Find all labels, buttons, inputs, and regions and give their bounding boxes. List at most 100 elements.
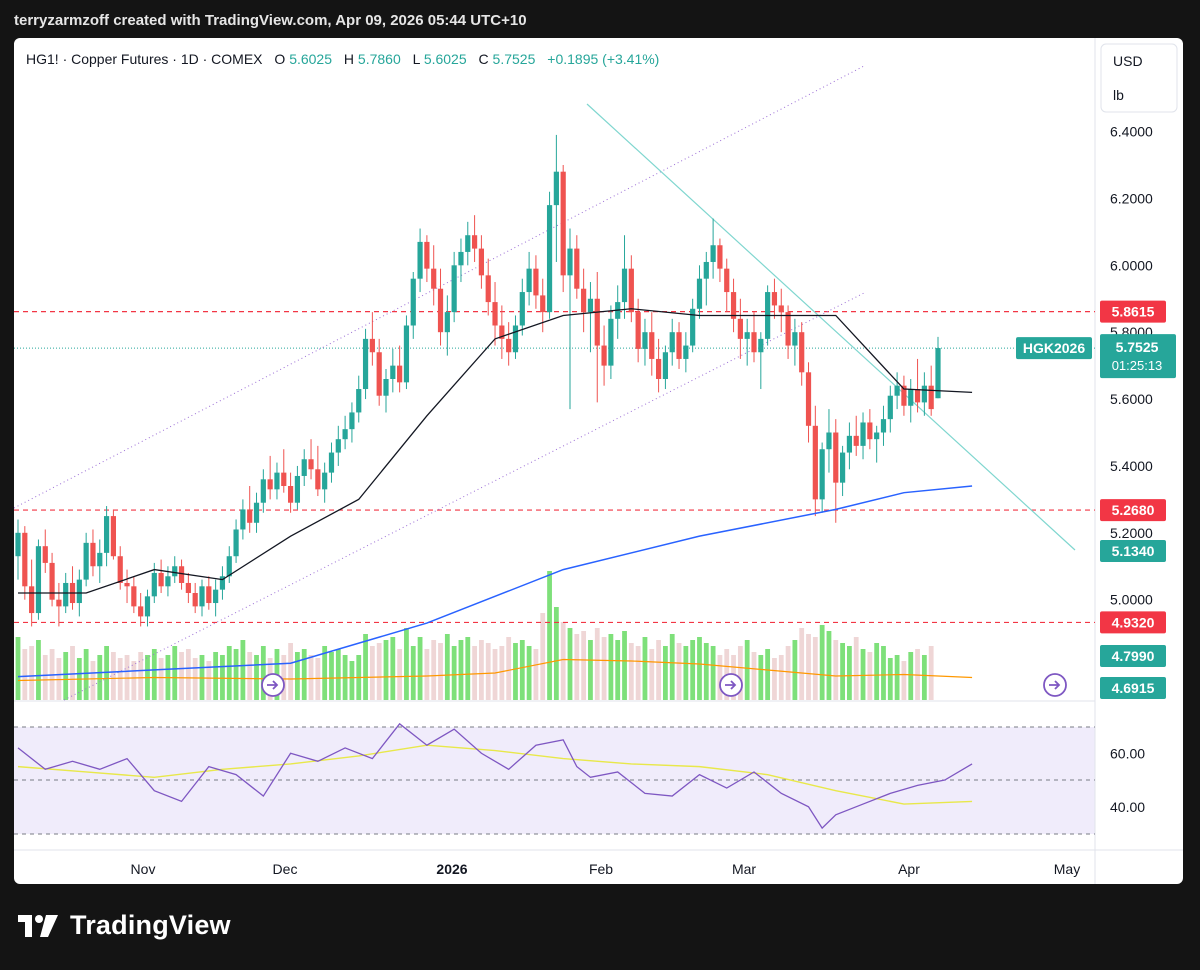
candle-body (328, 452, 335, 473)
candle-body (431, 268, 437, 289)
volume-bar (295, 652, 300, 700)
replay-icon[interactable] (1043, 673, 1067, 697)
candle-body (158, 572, 164, 587)
candle-body (97, 552, 103, 567)
candle-body (22, 532, 28, 587)
volume-bar (29, 646, 35, 700)
candle-body (90, 542, 96, 567)
volume-bar (479, 640, 484, 700)
volume-bar (63, 652, 69, 700)
volume-bar (615, 640, 621, 700)
indicator-badge: 5.1340 (1100, 540, 1166, 562)
volume-bar (322, 646, 328, 700)
volume-bar (70, 646, 75, 700)
candle-body (799, 332, 805, 373)
currency-label: USD (1113, 53, 1143, 69)
candle-body (253, 502, 260, 523)
countdown-text: 01:25:13 (1112, 358, 1163, 373)
legend-symbol: HG1! · Copper Futures · 1D · COMEX (26, 51, 263, 67)
candle-body (581, 288, 587, 313)
legend-high: 5.7860 (358, 51, 401, 67)
candle-body (49, 562, 55, 600)
candle-body (349, 412, 355, 430)
chart-frame[interactable]: HG1! · Copper Futures · 1D · COMEX O 5.6… (14, 38, 1183, 884)
volume-bar (717, 655, 723, 700)
candle-body (172, 566, 178, 577)
candle-body (260, 479, 266, 503)
candle-body (424, 241, 430, 269)
candle-body (928, 385, 934, 410)
volume-bar (335, 649, 341, 700)
candle-body (471, 235, 478, 249)
candle-body (83, 542, 89, 580)
currency-unit-box[interactable] (1100, 43, 1178, 113)
last-price-badge-bg (1100, 334, 1176, 379)
volume-bar (117, 658, 123, 700)
volume-bar (138, 652, 144, 700)
volume-bar (533, 649, 539, 700)
candle-body (826, 432, 832, 450)
replay-icon[interactable] (719, 673, 743, 697)
candle-body (362, 338, 369, 390)
candle-body (717, 245, 723, 269)
candle-body (226, 556, 232, 577)
volume-bar (663, 646, 668, 700)
last-price-badge: 5.7525 01:25:13 (1100, 334, 1176, 379)
candle-body (758, 338, 764, 353)
time-axis-label: Apr (898, 861, 920, 877)
volume-bar (806, 634, 811, 700)
level-badge: 4.9320 (1100, 611, 1166, 634)
volume-bar (240, 640, 246, 700)
candle-body (601, 345, 607, 366)
volume-bar (444, 634, 450, 700)
volume-bar (737, 646, 743, 700)
candle-body (839, 452, 846, 483)
candle-body (315, 469, 321, 490)
candle-body (192, 593, 198, 607)
level-badge-text: 5.2680 (1112, 502, 1155, 518)
candle-body (574, 248, 580, 289)
candle-body (792, 332, 798, 346)
volume-bar (233, 649, 239, 700)
legend-h-label: H (344, 51, 354, 67)
level-badge-text: 5.8615 (1112, 304, 1155, 320)
candlesticks (15, 134, 941, 627)
candle-body (131, 586, 137, 607)
candle-body (710, 245, 716, 262)
volume-bar (185, 649, 191, 700)
candle-body (880, 419, 887, 433)
replay-icon[interactable] (261, 673, 285, 697)
volume-bar (404, 628, 409, 700)
level-badge-bg (1100, 611, 1166, 634)
volume-bar (635, 646, 641, 700)
indicator-badge-text: 4.6915 (1112, 680, 1155, 696)
symbol-badge-text: HGK2026 (1023, 340, 1085, 356)
tradingview-brand: TradingView (16, 910, 231, 941)
volume-bar (499, 646, 505, 700)
candle-body (410, 278, 416, 326)
volume-bar (104, 646, 109, 700)
volume-bar (799, 628, 805, 700)
volume-bar (369, 646, 375, 700)
candle-body (594, 298, 600, 346)
candle-body (233, 529, 239, 557)
candle-body (608, 318, 614, 366)
legend-open: 5.6025 (289, 51, 332, 67)
volume-bar (703, 643, 709, 700)
time-axis-labels: Nov Dec 2026 Feb Mar Apr May (131, 861, 1081, 877)
volume-bar (397, 649, 403, 700)
volume-bar (383, 640, 389, 700)
candle-body (281, 472, 287, 486)
chart-canvas[interactable]: HG1! · Copper Futures · 1D · COMEX O 5.6… (14, 38, 1183, 884)
volume-bar (676, 643, 682, 700)
volume-bar (819, 625, 825, 700)
volume-bar (15, 637, 21, 700)
candle-body (403, 325, 410, 383)
candle-body (819, 449, 825, 500)
volume-bar (826, 631, 832, 700)
volume-bar (363, 634, 368, 700)
volume-bar (921, 655, 927, 700)
candle-body (397, 365, 403, 383)
candle-body (887, 395, 893, 420)
rsi-tick-label: 40.00 (1110, 799, 1145, 815)
